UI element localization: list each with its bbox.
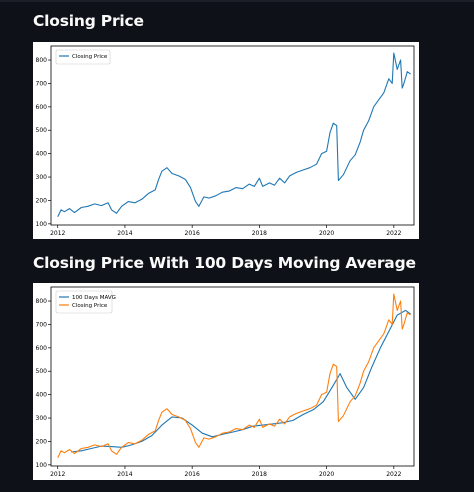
y-tick-label: 800 [36,57,48,64]
legend-entry: 100 Days MAVG [72,295,116,301]
x-tick-label: 2020 [319,230,334,237]
x-tick-label: 2018 [252,230,267,237]
y-tick-label: 500 [36,368,48,375]
y-tick-label: 700 [36,80,48,87]
closing-price-chart-svg: 2012 2014 2016 2018 2020 2022 100 200 300 400 500 6… [36,45,415,237]
x-tick-label: 2014 [117,471,132,478]
plot-frame [50,286,415,467]
x-tick-label: 2022 [386,471,401,478]
chart1-heading: Closing Price [33,12,144,30]
y-tick-label: 100 [36,221,48,228]
y-tick-label: 700 [36,321,48,328]
y-tick-label: 400 [36,151,48,158]
x-tick-label: 2012 [50,471,65,478]
y-tick-label: 300 [36,415,48,422]
legend-entry: Closing Price [72,54,108,60]
y-tick-label: 100 [36,462,48,469]
chart2-heading: Closing Price With 100 Days Moving Avera… [33,254,416,272]
y-tick-label: 600 [36,345,48,352]
y-tick-label: 200 [36,438,48,445]
legend-box [55,290,113,314]
x-tick-label: 2018 [252,471,267,478]
x-tick-label: 2014 [117,230,132,237]
plot-frame [50,45,415,226]
x-tick-label: 2022 [386,230,401,237]
top-border [0,0,474,2]
y-tick-label: 800 [36,298,48,305]
y-tick-label: 200 [36,197,48,204]
y-tick-label: 400 [36,392,48,399]
legend-box [55,49,111,65]
x-tick-label: 2016 [185,230,200,237]
bottom-border [0,488,474,492]
closing-price-chart: 2012 2014 2016 2018 2020 2022 100 200 300 400 500 6… [33,42,419,239]
moving-average-chart-svg: 2012 2014 2016 2018 2020 2022 100 200 300 400 500 6… [36,286,415,478]
y-tick-label: 500 [36,127,48,134]
series-line-100-days-mavg [71,309,411,453]
legend-entry: Closing Price [72,303,108,309]
series-line-closing-price [57,52,411,218]
x-tick-label: 2012 [50,230,65,237]
x-tick-label: 2016 [185,471,200,478]
y-tick-label: 600 [36,104,48,111]
y-tick-label: 300 [36,174,48,181]
series-line-closing-price [57,293,411,459]
moving-average-chart: 2012 2014 2016 2018 2020 2022 100 200 300 400 500 6… [33,283,419,480]
x-tick-label: 2020 [319,471,334,478]
